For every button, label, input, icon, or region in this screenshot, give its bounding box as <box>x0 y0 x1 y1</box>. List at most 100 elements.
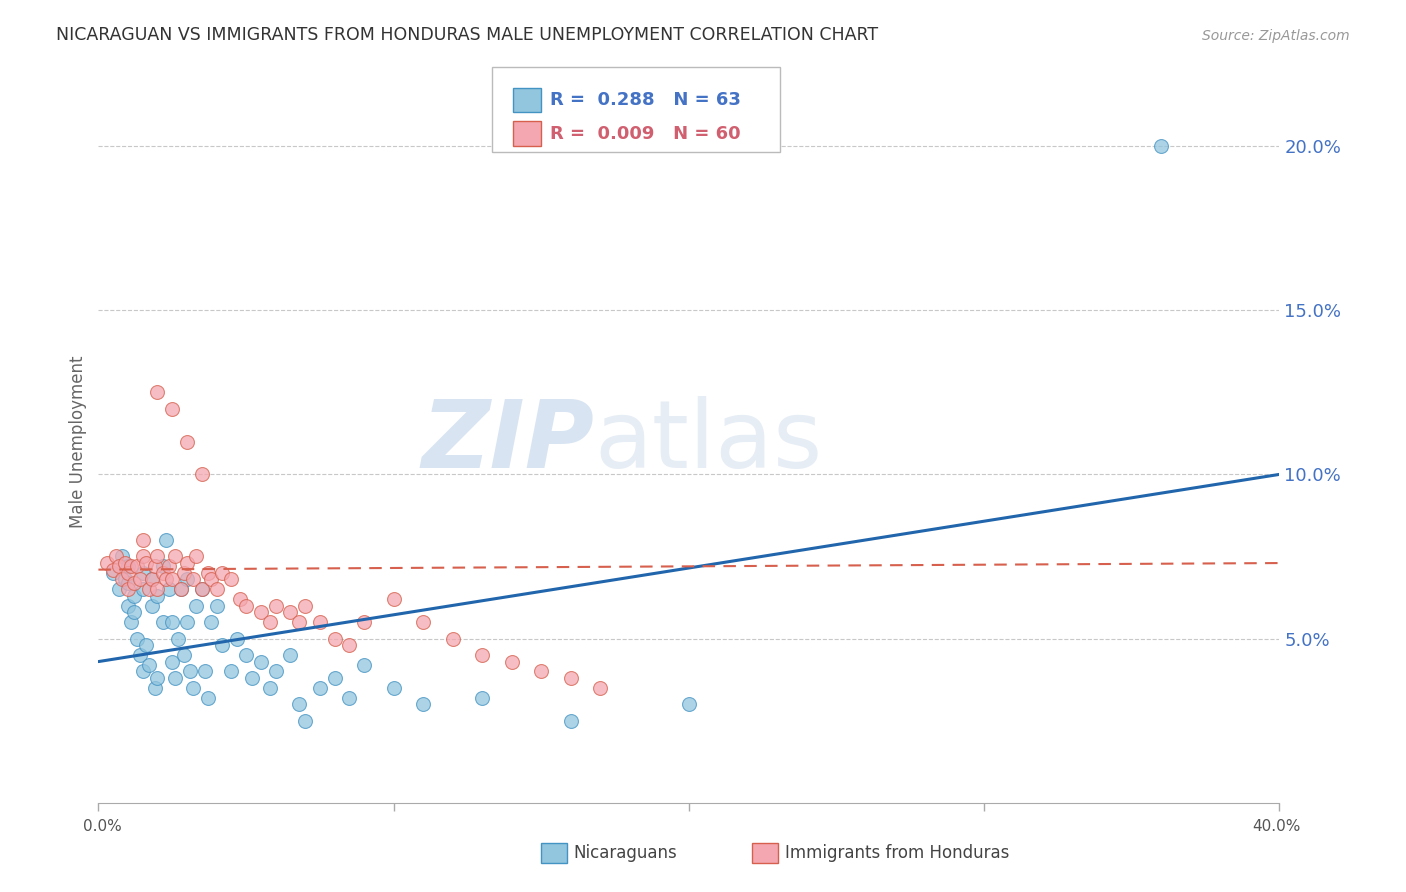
Point <box>125 559 148 574</box>
Point <box>108 582 131 597</box>
Point <box>152 559 174 574</box>
Text: R =  0.288   N = 63: R = 0.288 N = 63 <box>550 91 741 109</box>
Point <box>162 573 183 587</box>
Point <box>226 632 249 646</box>
Point <box>197 690 219 705</box>
Point <box>339 638 361 652</box>
Point <box>205 599 228 613</box>
Point <box>176 556 198 570</box>
Point <box>200 573 222 587</box>
Point <box>235 599 257 613</box>
Point <box>181 681 204 695</box>
Point <box>141 599 163 613</box>
Point <box>288 615 311 630</box>
Point <box>288 698 311 712</box>
Point <box>184 599 207 613</box>
Point <box>132 533 155 547</box>
Point <box>117 599 139 613</box>
Point <box>125 632 148 646</box>
Point <box>441 632 464 646</box>
Point <box>146 589 169 603</box>
Point <box>146 582 169 597</box>
Point <box>323 671 346 685</box>
Point <box>471 648 494 662</box>
Point <box>146 385 169 400</box>
Point <box>111 573 134 587</box>
Point <box>157 559 180 574</box>
Text: ZIP: ZIP <box>422 395 595 488</box>
Point <box>157 582 180 597</box>
Point <box>122 589 145 603</box>
Point <box>103 563 125 577</box>
Point <box>309 615 332 630</box>
Text: NICARAGUAN VS IMMIGRANTS FROM HONDURAS MALE UNEMPLOYMENT CORRELATION CHART: NICARAGUAN VS IMMIGRANTS FROM HONDURAS M… <box>56 26 879 44</box>
Point <box>200 615 222 630</box>
Point <box>339 690 361 705</box>
Point <box>120 559 142 574</box>
Point <box>173 648 195 662</box>
Point <box>181 573 204 587</box>
Point <box>155 573 177 587</box>
Point <box>530 665 553 679</box>
Point <box>146 671 169 685</box>
Point <box>128 648 150 662</box>
Point <box>146 549 169 564</box>
Point <box>353 615 375 630</box>
Text: 0.0%: 0.0% <box>83 820 122 834</box>
Text: atlas: atlas <box>595 395 823 488</box>
Point <box>259 615 281 630</box>
Point <box>412 615 434 630</box>
Point <box>165 549 187 564</box>
Point <box>211 566 233 580</box>
Point <box>382 592 405 607</box>
Point <box>152 615 174 630</box>
Point <box>114 556 136 570</box>
Point <box>103 566 125 580</box>
Point <box>117 559 139 574</box>
Point <box>240 671 263 685</box>
Point <box>211 638 233 652</box>
Point <box>117 575 139 590</box>
Point <box>173 566 195 580</box>
Point <box>294 714 316 728</box>
Point <box>179 665 201 679</box>
Point <box>96 556 118 570</box>
Point <box>132 665 155 679</box>
Point <box>294 599 316 613</box>
Point <box>323 632 346 646</box>
Point <box>155 533 177 547</box>
Y-axis label: Male Unemployment: Male Unemployment <box>69 355 87 528</box>
Point <box>221 573 243 587</box>
Point <box>128 573 150 587</box>
Point <box>191 582 214 597</box>
Point <box>501 655 523 669</box>
Point <box>122 605 145 619</box>
Point <box>162 401 183 416</box>
Point <box>108 559 131 574</box>
Point <box>1150 139 1173 153</box>
Point <box>353 657 375 672</box>
Point <box>176 573 198 587</box>
Point <box>250 605 273 619</box>
Point <box>170 582 193 597</box>
Text: Nicaraguans: Nicaraguans <box>574 844 678 862</box>
Text: R =  0.009   N = 60: R = 0.009 N = 60 <box>550 125 741 143</box>
Point <box>170 582 193 597</box>
Point <box>132 549 155 564</box>
Point <box>138 657 160 672</box>
Point <box>309 681 332 695</box>
Point <box>165 671 187 685</box>
Point <box>141 573 163 587</box>
Point <box>560 714 582 728</box>
Point <box>197 566 219 580</box>
Text: Source: ZipAtlas.com: Source: ZipAtlas.com <box>1202 29 1350 43</box>
Point <box>264 599 287 613</box>
Point <box>141 573 163 587</box>
Point <box>117 582 139 597</box>
Point <box>143 681 166 695</box>
Point <box>135 556 157 570</box>
Point <box>264 665 287 679</box>
Point <box>250 655 273 669</box>
Point <box>280 648 302 662</box>
Point <box>229 592 252 607</box>
